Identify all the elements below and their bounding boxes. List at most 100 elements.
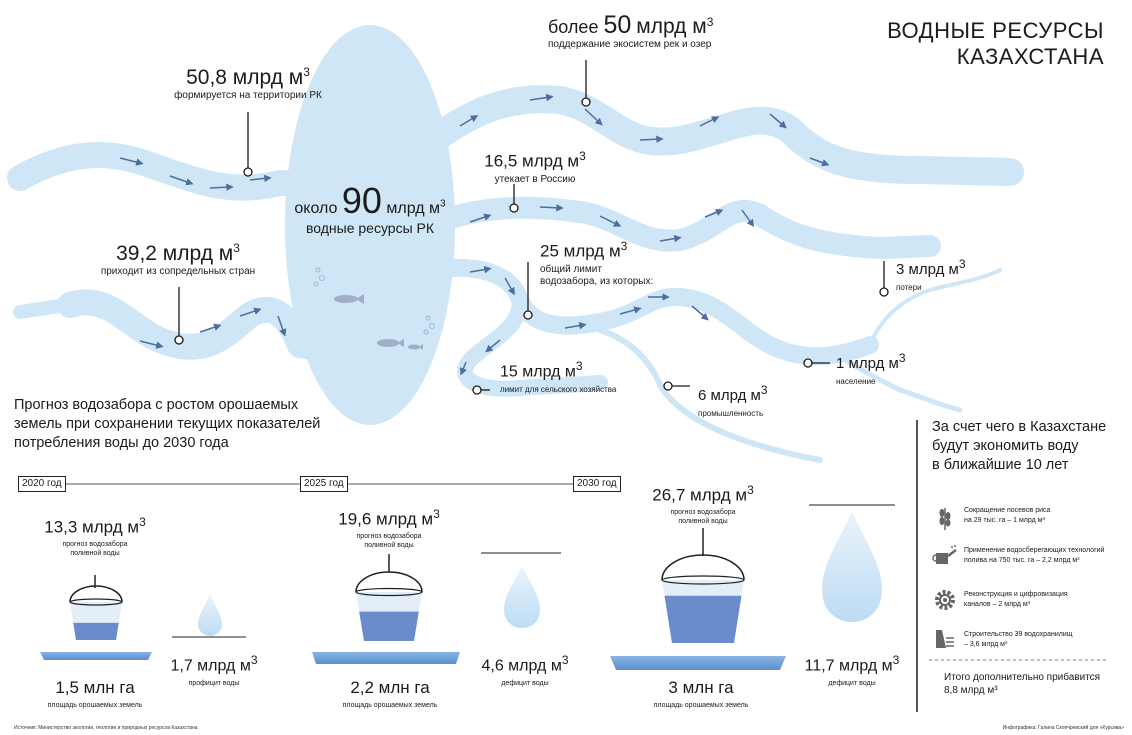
population-sup: 3	[898, 351, 906, 365]
forecast-heading-1: Прогноз водозабора с ростом орошаемых	[14, 397, 299, 413]
incoming-label: приходит из сопредельных стран	[100, 266, 256, 277]
center-value: 90	[341, 180, 382, 221]
flow-ecosystem: более 50 млрд м3 поддержание экосистем р…	[548, 10, 713, 51]
source-note: Источник: Министерство экологии, геологи…	[14, 725, 198, 731]
col2030-balance-label: дефицит воды	[828, 680, 876, 688]
col2030-balance: 11,7 млрд м	[804, 657, 893, 675]
col2025-balance: 4,6 млрд м	[481, 657, 562, 675]
bucket-water-fill	[359, 611, 419, 641]
limit-value: 25 млрд м	[540, 241, 621, 261]
agri-label: лимит для сельского хозяйства	[500, 385, 617, 395]
savings-total-2: 8,8 млрд м³	[944, 685, 998, 696]
ecosystem-label: поддержание экосистем рек и озер	[548, 39, 712, 50]
balance-2030: 11,7 млрд м3 дефицит воды	[795, 648, 909, 690]
year-2025: 2025 год	[300, 476, 348, 492]
river-industry	[597, 327, 823, 463]
savings-heading-2: будут экономить воду	[932, 438, 1079, 454]
industry-value: 6 млрд м	[698, 387, 761, 404]
credit-note: Инфографика: Галина Скопчревский для «Ку…	[1002, 725, 1124, 731]
page-title: ВОДНЫЕ РЕСУРСЫ КАЗАХСТАНА	[887, 18, 1104, 70]
formed-value: 50,8 млрд м	[186, 66, 304, 89]
bucket-icon-2030	[661, 528, 745, 643]
col2025-area: 2,2 млн га	[350, 678, 430, 697]
flow-losses: 3 млрд м3 потери	[896, 252, 966, 294]
center-sup: 3	[440, 198, 446, 210]
river-population	[827, 347, 963, 413]
savings-reservoirs-line-1: Строительство 39 водохранилищ	[964, 631, 1073, 638]
col2020-label-2: поливной воды	[70, 549, 120, 557]
savings-rice-line-2: на 29 тыс. га – 1 млрд м³	[964, 517, 1045, 524]
center-unit: млрд м	[386, 200, 441, 217]
forecast-heading: Прогноз водозабора с ростом орошаемых зе…	[14, 396, 320, 453]
bucket-water-fill	[664, 595, 742, 643]
col2025-balance-sup: 3	[561, 653, 569, 667]
savings-heading-3: в ближайшие 10 лет	[932, 457, 1069, 473]
agri-sup: 3	[575, 359, 583, 373]
flow-industry: 6 млрд м3 промышленность	[698, 378, 768, 420]
col2020-balance-sup: 3	[250, 653, 258, 667]
forecast-heading-3: потребления воды до 2030 года	[14, 435, 229, 451]
population-label: население	[836, 377, 876, 386]
balance-2020: 1,7 млрд м3 профицит воды	[164, 648, 264, 690]
river-limit	[411, 258, 879, 366]
title-line-1: ВОДНЫЕ РЕСУРСЫ	[887, 18, 1104, 43]
gear-icon	[935, 590, 955, 610]
col2025-value: 19,6 млрд м	[338, 509, 434, 529]
ecosystem-num: 50	[603, 11, 632, 39]
center-caption: водные ресурсы РК	[305, 220, 435, 236]
rice-icon	[939, 508, 951, 530]
savings-irrigation-line-1: Применение водосберегающих технологий	[964, 547, 1105, 554]
bucket-water-fill	[73, 622, 119, 640]
industry-sup: 3	[760, 383, 768, 397]
area-2020: 1,5 млн га площадь орошаемых земель	[30, 676, 160, 712]
savings-canals-line-1: Реконструкция и цифровизация	[964, 591, 1068, 598]
formed-sup: 3	[303, 65, 310, 79]
limit-label-1: общий лимит	[540, 263, 602, 275]
savings-heading: За счет чего в Казахстане будут экономит…	[932, 418, 1106, 475]
flow-incoming: 39,2 млрд м3 приходит из сопредельных ст…	[88, 236, 268, 278]
col2030-label-1: прогноз водозабора	[670, 508, 736, 516]
center-label: около 90 млрд м3 водные ресурсы РК	[282, 180, 458, 237]
fish-icon	[334, 294, 423, 350]
savings-total: Итого дополнительно прибавится 8,8 млрд …	[944, 671, 1100, 697]
forecast-col-2025: 19,6 млрд м3 прогноз водозабора поливной…	[324, 502, 454, 550]
col2025-balance-label: дефицит воды	[501, 680, 549, 688]
bucket-icon-2025	[355, 554, 423, 641]
dam-icon	[936, 630, 954, 648]
field-2020	[40, 652, 152, 660]
flow-formed: 50,8 млрд м3 формируется на территории Р…	[118, 60, 378, 102]
lake	[285, 25, 455, 425]
limit-sup: 3	[620, 239, 628, 253]
losses-sup: 3	[958, 257, 966, 271]
flow-limit: 25 млрд м3 общий лимит водозабора, из ко…	[540, 234, 653, 288]
field-2030	[610, 656, 786, 670]
col2030-label-2: поливной воды	[678, 517, 728, 525]
savings-irrigation-line-2: полива на 750 тыс. га – 2,2 млрд м³	[964, 557, 1080, 564]
ecosystem-sup: 3	[706, 15, 714, 29]
river-losses	[868, 268, 1002, 347]
area-2030: 3 млн га площадь орошаемых земель	[626, 676, 776, 712]
watering-can-icon	[932, 545, 957, 564]
col2030-value: 26,7 млрд м	[652, 485, 748, 505]
losses-value: 3 млрд м	[896, 261, 959, 278]
ecosystem-prefix: более	[548, 17, 599, 37]
river-formed	[7, 142, 353, 201]
russia-label: утекает в Россию	[494, 173, 576, 185]
col2030-area: 3 млн га	[668, 678, 734, 697]
col2025-label-1: прогноз водозабора	[356, 532, 422, 540]
col2020-sup: 3	[139, 515, 146, 529]
col2020-balance-label: профицит воды	[188, 680, 240, 688]
savings-heading-1: За счет чего в Казахстане	[932, 419, 1107, 435]
river-incoming	[57, 289, 333, 361]
col2030-sup: 3	[747, 483, 754, 497]
balance-2025: 4,6 млрд м3 дефицит воды	[470, 648, 580, 690]
col2020-area: 1,5 млн га	[55, 678, 135, 697]
flow-agri: 15 млрд м3 лимит для сельского хозяйства	[500, 354, 616, 396]
formed-label: формируется на территории РК	[174, 90, 322, 101]
drop-2030	[822, 512, 882, 622]
losses-label: потери	[896, 283, 922, 292]
population-value: 1 млрд м	[836, 355, 899, 372]
year-2030: 2030 год	[573, 476, 621, 492]
